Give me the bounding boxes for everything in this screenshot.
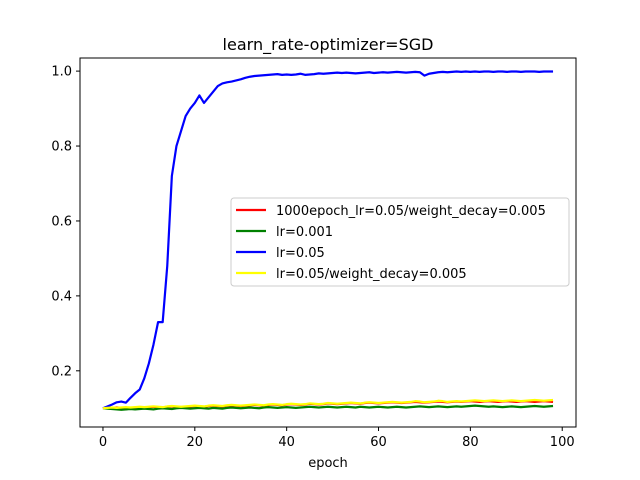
chart-title: learn_rate-optimizer=SGD (223, 35, 434, 55)
x-tick-label: 60 (370, 435, 387, 450)
y-tick-label: 0.6 (51, 214, 72, 229)
legend-label-3: lr=0.05/weight_decay=0.005 (276, 267, 467, 282)
plot-frame (79, 57, 577, 428)
legend-label-0: 1000epoch_lr=0.05/weight_decay=0.005 (276, 204, 546, 219)
x-tick-label: 80 (462, 435, 479, 450)
legend-label-1: lr=0.001 (276, 225, 333, 240)
x-tick-label: 20 (187, 435, 204, 450)
y-axis-ticks: 0.2 0.4 0.6 0.8 1.0 (51, 65, 80, 379)
legend-box (230, 197, 570, 287)
plot-lines (102, 70, 554, 411)
x-tick-label: 0 (99, 435, 107, 450)
y-tick-label: 0.4 (51, 289, 72, 304)
x-tick-label: 100 (550, 435, 575, 450)
series-line-1 (102, 404, 554, 411)
y-tick-label: 0.2 (51, 364, 72, 379)
series-line-2 (102, 70, 554, 410)
series-line-3 (102, 398, 554, 410)
y-tick-label: 1.0 (51, 65, 72, 80)
y-tick-label: 0.8 (51, 140, 72, 155)
x-axis-ticks: 0 20 40 60 80 100 (99, 427, 575, 450)
legend-label-2: lr=0.05 (276, 246, 325, 261)
x-axis-label: epoch (308, 456, 348, 471)
legend: 1000epoch_lr=0.05/weight_decay=0.005 lr=0… (230, 197, 570, 287)
x-tick-label: 40 (278, 435, 295, 450)
